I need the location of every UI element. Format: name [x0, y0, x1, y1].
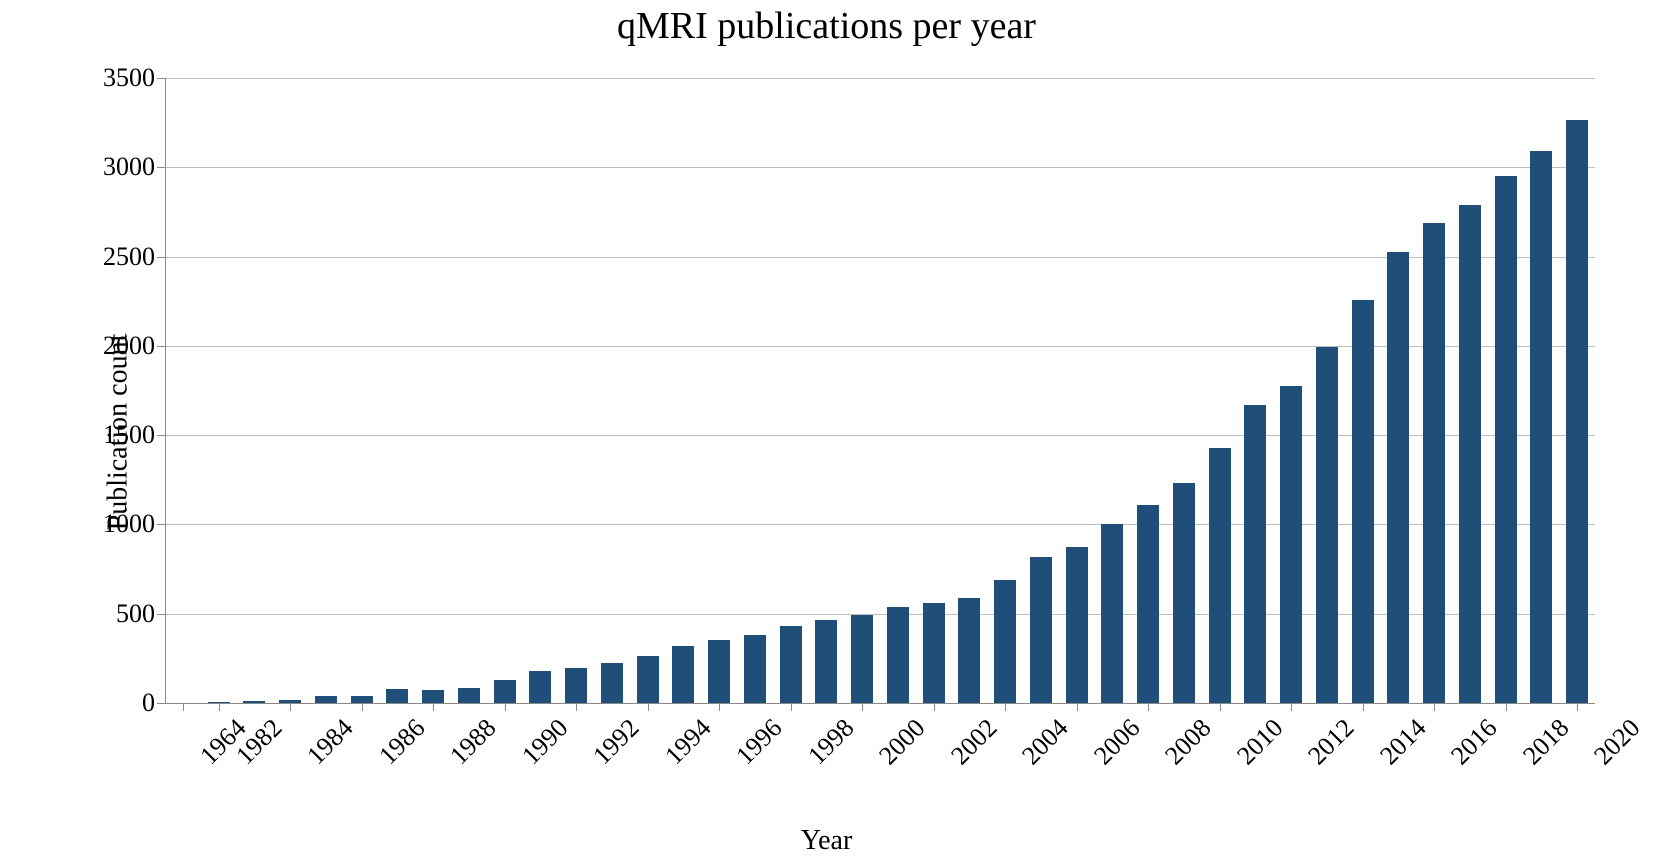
x-tick-mark — [791, 703, 792, 711]
x-tick-label: 1990 — [516, 713, 574, 771]
x-tick-label: 1986 — [373, 713, 431, 771]
bar — [958, 598, 980, 703]
x-tick-mark — [1506, 703, 1507, 711]
x-tick-mark — [1363, 703, 1364, 711]
bar — [851, 615, 873, 703]
x-tick-mark — [183, 703, 184, 711]
y-tick-label: 0 — [142, 688, 165, 718]
bar — [422, 690, 444, 703]
x-tick-mark — [1434, 703, 1435, 711]
x-axis-label: Year — [0, 825, 1653, 857]
bar — [1280, 386, 1302, 703]
bar — [994, 580, 1016, 703]
bar — [1137, 505, 1159, 703]
x-tick-mark — [934, 703, 935, 711]
bar — [386, 689, 408, 703]
x-axis-line — [165, 703, 1595, 704]
x-tick-label: 2004 — [1016, 713, 1074, 771]
x-tick-mark — [1005, 703, 1006, 711]
x-tick-label: 1984 — [301, 713, 359, 771]
x-tick-label: 2006 — [1088, 713, 1146, 771]
x-tick-label: 1998 — [802, 713, 860, 771]
bar — [351, 696, 373, 703]
bar — [529, 671, 551, 703]
x-tick-mark — [1291, 703, 1292, 711]
x-tick-label: 1992 — [587, 713, 645, 771]
bar — [1530, 151, 1552, 703]
y-tick-label: 1000 — [103, 509, 165, 539]
x-tick-label: 2016 — [1445, 713, 1503, 771]
chart-title: qMRI publications per year — [0, 4, 1653, 48]
bar — [1459, 205, 1481, 703]
bar — [1423, 223, 1445, 703]
bar — [1387, 252, 1409, 703]
y-tick-label: 2500 — [103, 242, 165, 272]
x-tick-label: 2012 — [1302, 713, 1360, 771]
bar — [744, 635, 766, 703]
plot-area: 0500100015002000250030003500 19641982198… — [165, 78, 1595, 703]
x-tick-mark — [1220, 703, 1221, 711]
x-tick-mark — [719, 703, 720, 711]
bar — [458, 688, 480, 703]
x-tick-label: 1994 — [659, 713, 717, 771]
y-axis-line — [165, 78, 166, 703]
y-tick-label: 3000 — [103, 152, 165, 182]
bars-group — [165, 78, 1595, 703]
x-tick-label: 2014 — [1374, 713, 1432, 771]
bar — [637, 656, 659, 703]
bar — [1066, 547, 1088, 703]
x-tick-mark — [648, 703, 649, 711]
bar — [565, 668, 587, 703]
bar — [601, 663, 623, 703]
bar — [315, 696, 337, 703]
x-tick-mark — [576, 703, 577, 711]
bar — [1173, 483, 1195, 703]
bar — [887, 607, 909, 703]
x-tick-mark — [290, 703, 291, 711]
bar — [494, 680, 516, 703]
bar — [1244, 405, 1266, 703]
bar — [1101, 524, 1123, 703]
x-tick-label: 2010 — [1231, 713, 1289, 771]
x-tick-label: 1996 — [730, 713, 788, 771]
bar — [815, 620, 837, 703]
x-tick-mark — [1577, 703, 1578, 711]
y-tick-label: 2000 — [103, 331, 165, 361]
bar — [708, 640, 730, 703]
x-tick-mark — [1148, 703, 1149, 711]
x-tick-label: 2008 — [1159, 713, 1217, 771]
bar — [1566, 120, 1588, 703]
bar — [1209, 448, 1231, 703]
x-tick-mark — [862, 703, 863, 711]
bar — [1030, 557, 1052, 703]
x-tick-label: 1988 — [444, 713, 502, 771]
x-tick-mark — [362, 703, 363, 711]
y-tick-label: 3500 — [103, 63, 165, 93]
chart-container: qMRI publications per year Publication c… — [0, 0, 1653, 863]
x-tick-mark — [219, 703, 220, 711]
x-tick-label: 2020 — [1588, 713, 1646, 771]
y-tick-label: 500 — [116, 599, 165, 629]
bar — [1316, 347, 1338, 703]
x-tick-mark — [505, 703, 506, 711]
x-tick-label: 2002 — [945, 713, 1003, 771]
bar — [923, 603, 945, 703]
x-tick-mark — [433, 703, 434, 711]
bar — [1352, 300, 1374, 703]
x-tick-label: 2018 — [1517, 713, 1575, 771]
bar — [672, 646, 694, 703]
x-tick-label: 2000 — [873, 713, 931, 771]
bar — [780, 626, 802, 703]
y-tick-label: 1500 — [103, 420, 165, 450]
x-tick-mark — [1077, 703, 1078, 711]
bar — [1495, 176, 1517, 703]
